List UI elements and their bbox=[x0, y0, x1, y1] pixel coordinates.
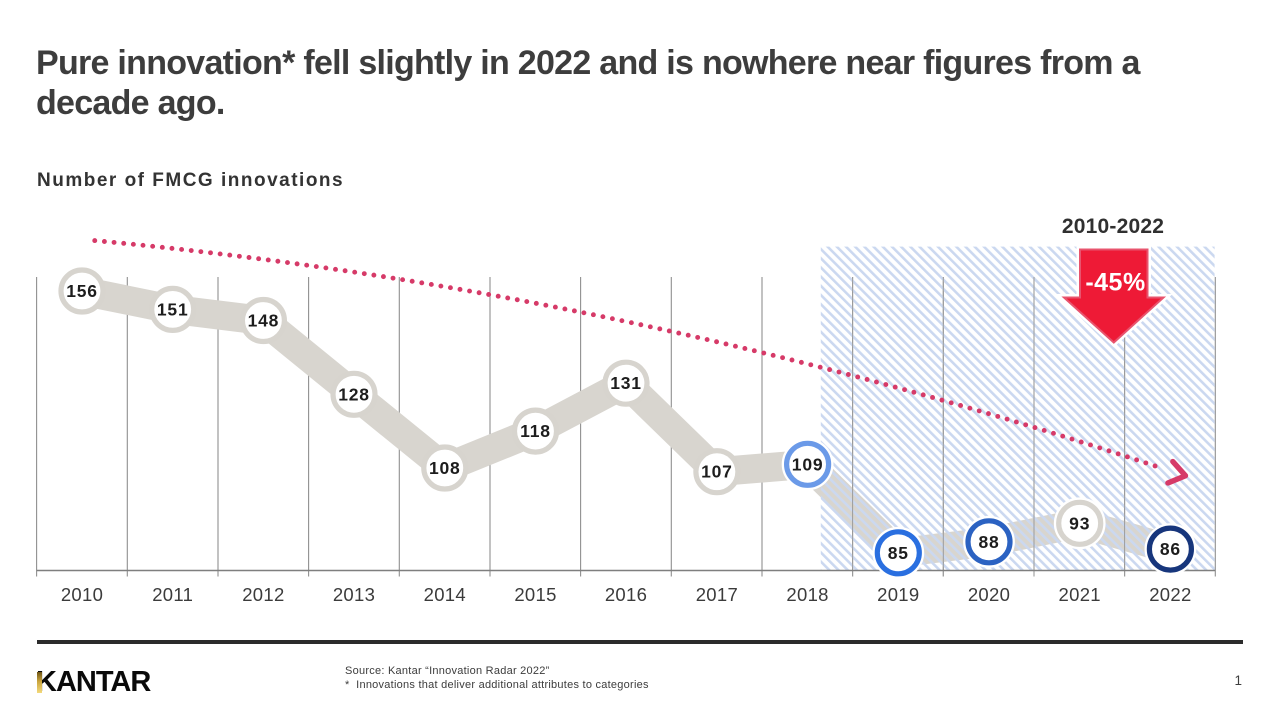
svg-text:109: 109 bbox=[792, 454, 824, 474]
svg-text:2019: 2019 bbox=[877, 584, 919, 605]
svg-text:2020: 2020 bbox=[968, 584, 1010, 605]
svg-text:2022: 2022 bbox=[1149, 584, 1191, 605]
svg-text:131: 131 bbox=[610, 373, 642, 393]
svg-text:2016: 2016 bbox=[605, 584, 647, 605]
svg-text:128: 128 bbox=[338, 384, 370, 404]
svg-text:2012: 2012 bbox=[242, 584, 284, 605]
svg-text:151: 151 bbox=[157, 299, 189, 319]
svg-text:2017: 2017 bbox=[696, 584, 738, 605]
svg-text:2010: 2010 bbox=[61, 584, 103, 605]
svg-text:2018: 2018 bbox=[786, 584, 828, 605]
svg-text:86: 86 bbox=[1160, 539, 1181, 559]
svg-text:108: 108 bbox=[429, 458, 461, 478]
svg-text:107: 107 bbox=[701, 462, 733, 482]
svg-text:85: 85 bbox=[888, 543, 909, 563]
svg-text:-45%: -45% bbox=[1085, 269, 1145, 297]
svg-text:156: 156 bbox=[66, 281, 98, 301]
svg-text:88: 88 bbox=[978, 532, 999, 552]
svg-text:148: 148 bbox=[248, 311, 280, 331]
svg-text:2021: 2021 bbox=[1059, 584, 1101, 605]
svg-text:2015: 2015 bbox=[514, 584, 556, 605]
svg-text:118: 118 bbox=[520, 421, 551, 441]
svg-text:2014: 2014 bbox=[424, 584, 466, 605]
svg-text:2013: 2013 bbox=[333, 584, 375, 605]
svg-text:2011: 2011 bbox=[152, 584, 193, 605]
svg-text:93: 93 bbox=[1069, 513, 1090, 533]
